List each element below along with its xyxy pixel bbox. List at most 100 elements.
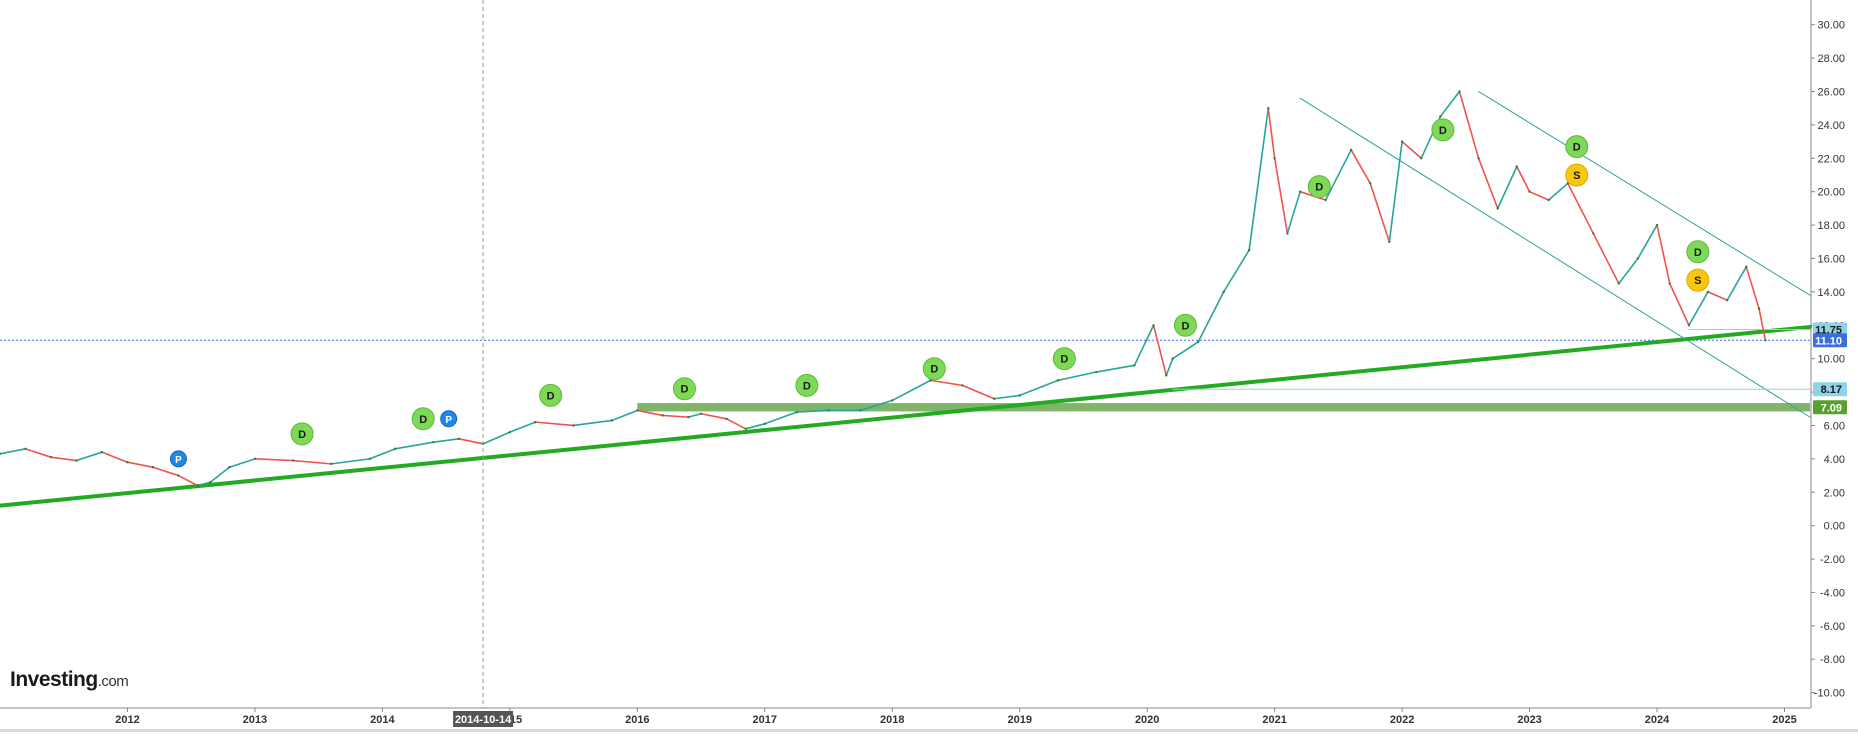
x-tick-label: 2024: [1645, 714, 1670, 726]
price-segment: [1350, 149, 1371, 184]
price-point: [1133, 364, 1136, 367]
price-point: [891, 399, 894, 402]
price-point: [508, 430, 512, 434]
price-point: [196, 484, 199, 487]
price-segment: [1019, 379, 1059, 397]
price-point: [1764, 339, 1767, 342]
price-point: [457, 437, 461, 441]
level-band-7-09[interactable]: [637, 403, 1810, 412]
event-marker-label: S: [1694, 275, 1701, 287]
event-marker-label: D: [1439, 125, 1447, 137]
price-point: [1222, 290, 1225, 294]
x-tick-label: 2022: [1390, 714, 1414, 726]
price-point: [610, 419, 614, 422]
event-marker-label: D: [930, 364, 938, 376]
price-point: [1056, 379, 1060, 382]
price-segment: [1439, 91, 1461, 118]
price-segment: [860, 399, 893, 412]
price-point: [725, 417, 728, 420]
event-marker-label: D: [681, 384, 689, 396]
price-point: [1515, 165, 1519, 168]
price-segment: [611, 409, 638, 422]
plot-area[interactable]: P D D P D D D D D D D D D S D S: [0, 0, 1812, 708]
event-marker-s[interactable]: [1565, 163, 1589, 187]
x-tick-label: 2023: [1517, 714, 1541, 726]
price-point: [1496, 207, 1499, 210]
price-segment: [1401, 140, 1422, 159]
event-marker-p[interactable]: [440, 410, 458, 428]
price-segment: [395, 441, 434, 450]
price-label-box: [1813, 333, 1847, 348]
event-marker-d[interactable]: [1431, 118, 1455, 142]
price-segment: [637, 409, 663, 417]
price-segment: [535, 421, 574, 427]
event-marker-label: D: [1315, 182, 1323, 194]
price-point: [1298, 190, 1302, 193]
price-segment: [1388, 141, 1403, 242]
price-point: [859, 409, 862, 412]
event-marker-d[interactable]: [1565, 135, 1589, 159]
event-marker-d[interactable]: [411, 407, 435, 431]
price-point: [1687, 324, 1691, 327]
price-segment: [331, 458, 370, 465]
x-tick-label: 2021: [1262, 714, 1286, 726]
event-marker-d[interactable]: [922, 357, 946, 381]
price-segment: [930, 379, 963, 387]
channel-upper[interactable]: [1478, 90, 1811, 296]
event-marker-label: D: [1181, 320, 1189, 332]
event-marker-d[interactable]: [795, 373, 819, 397]
price-segment: [573, 419, 612, 427]
event-marker-s[interactable]: [1686, 268, 1710, 292]
y-tick-label: 26.00: [1817, 86, 1845, 98]
price-point: [1439, 115, 1442, 118]
event-marker-d[interactable]: [1686, 240, 1710, 264]
price-point: [1458, 90, 1461, 93]
price-point: [1757, 307, 1761, 310]
price-label-box: [1813, 322, 1847, 337]
price-point: [253, 457, 257, 461]
price-point: [1400, 140, 1404, 143]
x-tick-label: 2019: [1007, 714, 1031, 726]
event-marker-d[interactable]: [539, 383, 563, 407]
event-marker-d[interactable]: [672, 377, 696, 401]
price-point: [1706, 290, 1710, 294]
price-segment: [152, 466, 179, 477]
price-point: [961, 384, 964, 387]
price-point: [209, 481, 212, 484]
x-tick-label: 2020: [1135, 714, 1159, 726]
price-point: [49, 455, 53, 459]
price-point: [1196, 340, 1200, 344]
event-marker-d[interactable]: [290, 422, 314, 446]
event-marker-p[interactable]: [169, 450, 187, 468]
price-point: [1745, 265, 1748, 269]
price-segment: [293, 459, 332, 465]
price-segment: [127, 461, 154, 468]
support-trendline[interactable]: [0, 324, 1812, 508]
price-point: [177, 474, 180, 477]
event-marker-d[interactable]: [1307, 175, 1331, 199]
price-label: 7.09: [1821, 402, 1842, 414]
price-point: [0, 452, 2, 456]
price-segment: [101, 451, 128, 463]
price-segment: [700, 412, 727, 420]
event-marker-d[interactable]: [1052, 347, 1076, 371]
price-segment: [1273, 158, 1289, 234]
price-segment: [688, 413, 702, 418]
price-segment: [1707, 291, 1728, 301]
price-segment: [891, 379, 931, 402]
price-point: [1324, 198, 1327, 202]
price-segment: [1567, 182, 1595, 234]
price-segment: [962, 384, 995, 400]
price-segment: [1669, 283, 1690, 326]
price-segment: [229, 458, 256, 468]
event-marker-d[interactable]: [1173, 313, 1197, 337]
y-tick-label: -2.00: [1820, 554, 1845, 566]
price-point: [1592, 232, 1595, 235]
price-segment: [76, 451, 103, 462]
channel-lower[interactable]: [1299, 97, 1811, 418]
y-tick-label: 18.00: [1817, 220, 1845, 232]
price-point: [1547, 198, 1550, 202]
event-marker-label: D: [1694, 247, 1702, 259]
